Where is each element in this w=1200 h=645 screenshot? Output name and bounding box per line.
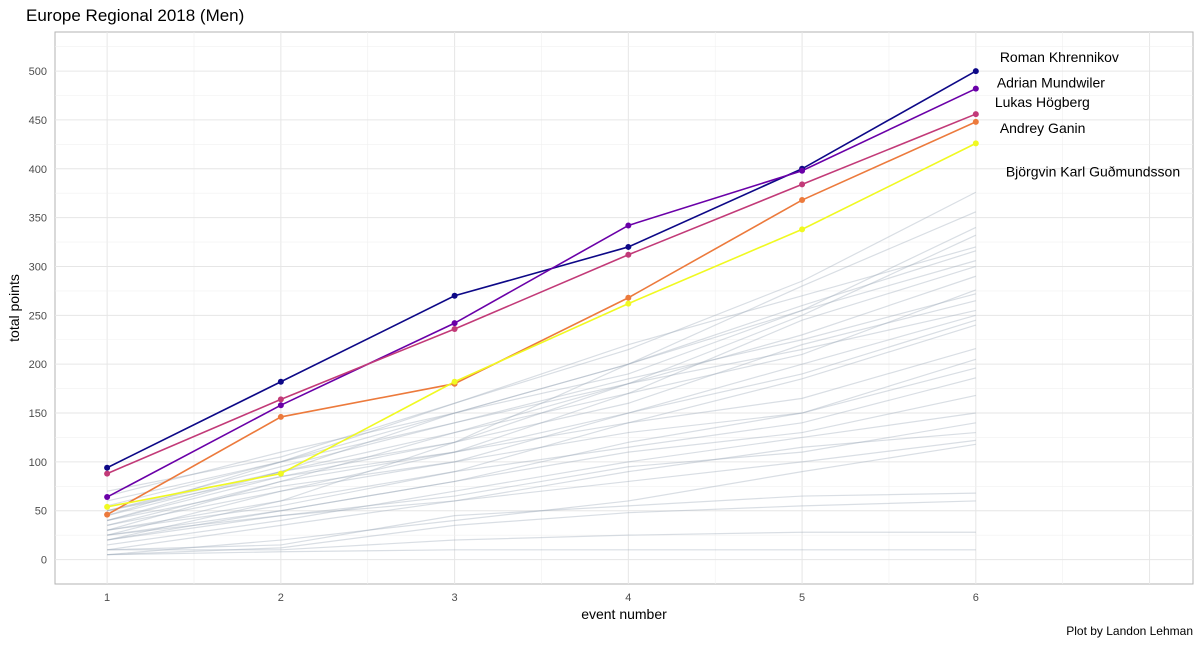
- background-series-line: [107, 500, 976, 556]
- background-series-line: [107, 324, 977, 531]
- background-series-line: [107, 412, 976, 546]
- series-point: [799, 181, 806, 188]
- series-point: [104, 503, 111, 510]
- x-axis: 1 2 3 4 5 6: [104, 592, 979, 604]
- x-tick-label: 2: [278, 592, 284, 604]
- series-point: [799, 226, 806, 233]
- background-series-line: [106, 293, 976, 517]
- x-tick-label: 4: [625, 592, 631, 604]
- y-tick-label: 50: [35, 506, 47, 518]
- series-point: [104, 511, 111, 518]
- chart-title: Europe Regional 2018 (Men): [26, 6, 244, 25]
- background-series-line: [106, 319, 977, 536]
- x-axis-title: event number: [581, 606, 667, 622]
- chart-caption: Plot by Landon Lehman: [1066, 624, 1193, 638]
- y-tick-label: 300: [29, 261, 47, 273]
- series-name-label: Adrian Mundwiler: [997, 75, 1105, 91]
- series-line: [106, 142, 977, 508]
- series-name-label: Lukas Högberg: [995, 94, 1090, 110]
- series-point: [972, 85, 979, 92]
- y-tick-label: 200: [29, 359, 47, 371]
- series-point: [277, 378, 284, 385]
- x-tick-label: 3: [452, 592, 458, 604]
- y-tick-label: 500: [29, 66, 47, 78]
- series-labels: Roman Khrennikov Adrian Mundwiler Lukas Hö…: [995, 49, 1180, 179]
- series-line: [106, 113, 977, 475]
- background-series-line: [107, 377, 976, 531]
- series-point: [625, 300, 632, 307]
- series-name-label: Andrey Ganin: [1000, 120, 1086, 136]
- y-tick-label: 250: [29, 310, 47, 322]
- series-line: [106, 87, 977, 498]
- series-line: [106, 121, 977, 516]
- y-tick-label: 400: [29, 164, 47, 176]
- series-point: [799, 197, 806, 204]
- plot-panel: [54, 31, 1194, 585]
- series-point: [972, 140, 979, 147]
- background-series-line: [107, 358, 977, 522]
- series-point: [451, 320, 458, 327]
- series-point: [277, 470, 284, 477]
- background-series-line: [106, 211, 977, 502]
- series-point: [972, 68, 979, 75]
- series-point: [799, 167, 806, 174]
- background-series-line: [106, 260, 976, 522]
- y-tick-label: 150: [29, 408, 47, 420]
- background-series-line: [107, 531, 976, 551]
- x-tick-label: 6: [973, 592, 979, 604]
- background-series-line: [106, 265, 977, 526]
- y-axis-title: total points: [6, 274, 22, 342]
- series-point: [104, 470, 111, 477]
- background-series-line: [106, 309, 976, 541]
- background-series-line: [106, 275, 977, 512]
- background-series-line: [107, 492, 976, 551]
- x-tick-label: 1: [104, 592, 110, 604]
- grid: [55, 32, 1193, 584]
- series-name-label: Roman Khrennikov: [1000, 49, 1119, 65]
- background-series-line: [106, 289, 977, 531]
- series-point: [972, 111, 979, 118]
- y-tick-label: 350: [29, 213, 47, 225]
- background-series-line: [107, 549, 976, 556]
- series-point: [625, 222, 632, 229]
- background-series-line: [107, 443, 976, 556]
- background-series-line: [107, 439, 976, 536]
- background-series-line: [107, 367, 976, 541]
- background-series-line: [107, 422, 976, 541]
- series-point: [104, 464, 111, 471]
- y-tick-label: 100: [29, 457, 47, 469]
- series-point: [972, 118, 979, 125]
- background-series-line: [107, 347, 976, 512]
- background-series-line: [106, 226, 977, 497]
- y-axis: 0 50 100 150 200 250 300 350 400 450 500: [29, 66, 47, 566]
- series-point: [625, 251, 632, 258]
- series-name-label: Björgvin Karl Guðmundsson: [1006, 163, 1180, 179]
- y-tick-label: 450: [29, 115, 47, 127]
- background-series-line: [106, 234, 977, 512]
- x-tick-label: 5: [799, 592, 805, 604]
- series-point: [277, 396, 284, 403]
- series-point: [277, 402, 284, 409]
- background-series-line: [107, 394, 976, 536]
- background-series-line: [107, 191, 977, 492]
- highlighted-series: [104, 68, 979, 518]
- background-series-line: [107, 314, 976, 526]
- series-point: [451, 292, 458, 299]
- series-point: [625, 294, 632, 301]
- y-tick-label: 0: [41, 555, 47, 567]
- series-point: [625, 243, 632, 250]
- series-point: [451, 326, 458, 333]
- series-point: [277, 413, 284, 420]
- series-point: [451, 378, 458, 385]
- background-series-line: [107, 431, 976, 551]
- series-point: [104, 494, 111, 501]
- background-series-line: [106, 246, 976, 507]
- series-line: [106, 70, 977, 469]
